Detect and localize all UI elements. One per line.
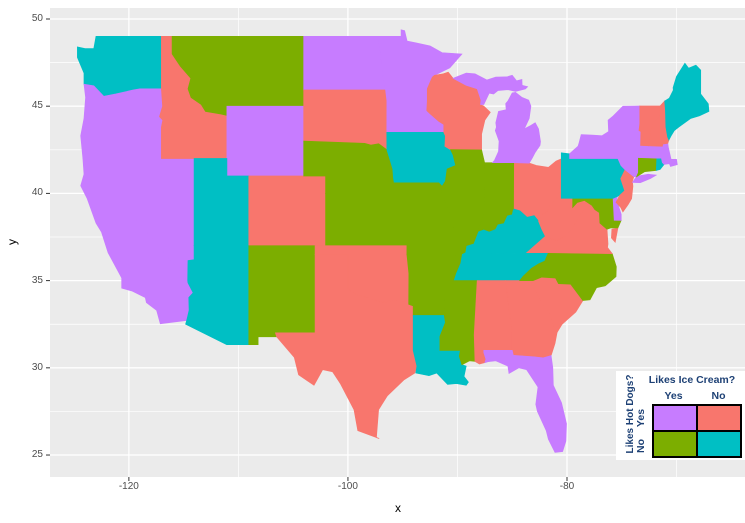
state-PA (560, 152, 626, 199)
y-tick-label: 25 (31, 449, 43, 461)
legend-swatch-grid (652, 404, 742, 458)
state-MI (491, 92, 541, 164)
state-SD (303, 89, 388, 151)
y-tick-label: 30 (31, 361, 43, 373)
state-OR (80, 83, 164, 159)
legend-col-label-yes: Yes (664, 390, 683, 402)
state-NC (518, 252, 617, 301)
y-tick-label: 40 (31, 187, 43, 199)
y-tick-label: 45 (31, 100, 43, 112)
state-FL (483, 350, 567, 453)
state-CO (248, 175, 326, 247)
legend-swatch-1 (698, 406, 740, 430)
state-AZ (185, 245, 250, 345)
x-tick-label: -100 (337, 481, 358, 492)
state-WY (226, 105, 305, 177)
state-NM (248, 245, 316, 345)
y-tick-label: 35 (31, 274, 43, 286)
state-MI (452, 72, 529, 105)
legend-swatch-3 (698, 432, 740, 456)
state-KS (325, 193, 408, 247)
legend-col-label-no: No (711, 390, 726, 402)
state-NJ (615, 169, 635, 213)
state-ME (664, 62, 710, 141)
y-axis-title: y (5, 239, 19, 245)
state-ND (303, 36, 387, 91)
legend-swatch-0 (654, 406, 696, 430)
legend-title-ice-cream: Likes Ice Cream? (648, 374, 736, 386)
state-DE (612, 196, 622, 221)
bivariate-legend: Likes Ice Cream? Likes Hot Dogs? Yes No … (616, 371, 745, 460)
state-WI (426, 71, 491, 151)
legend-swatch-2 (654, 432, 696, 456)
state-TX (274, 254, 418, 439)
x-tick-label: -120 (118, 481, 139, 492)
y-tick-label: 50 (31, 12, 43, 24)
x-tick-label: -80 (559, 481, 575, 492)
legend-row-label-no: No (635, 439, 647, 453)
state-VA (611, 227, 619, 243)
x-axis-title: x (395, 501, 401, 515)
